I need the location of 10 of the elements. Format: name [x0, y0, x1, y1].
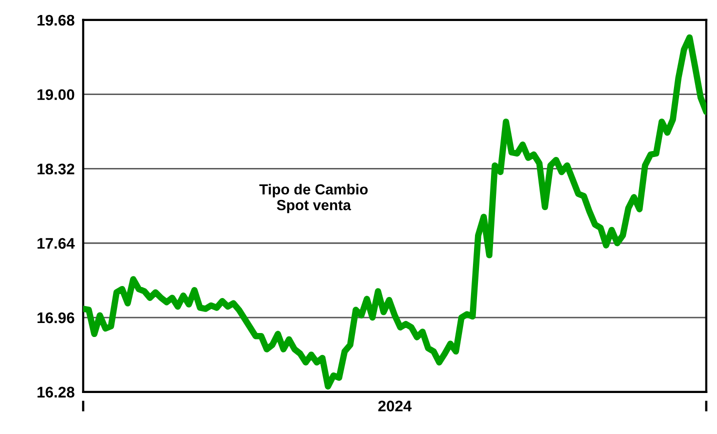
y-tick-label: 18.32: [38, 164, 74, 174]
y-tick-label: 19.68: [38, 14, 74, 26]
annotation: Tipo de Cambio Spot venta: [259, 184, 368, 214]
y-tick-label: 17.64: [38, 238, 75, 249]
y-tick-label: 16.96: [38, 312, 74, 324]
x-tick-label: I: [82, 400, 84, 412]
y-tick-label: 19.00: [38, 89, 74, 100]
x-tick-label: 2024: [378, 400, 412, 412]
y-tick-label: 16.28: [38, 386, 74, 398]
x-tick-label: I: [705, 400, 708, 412]
